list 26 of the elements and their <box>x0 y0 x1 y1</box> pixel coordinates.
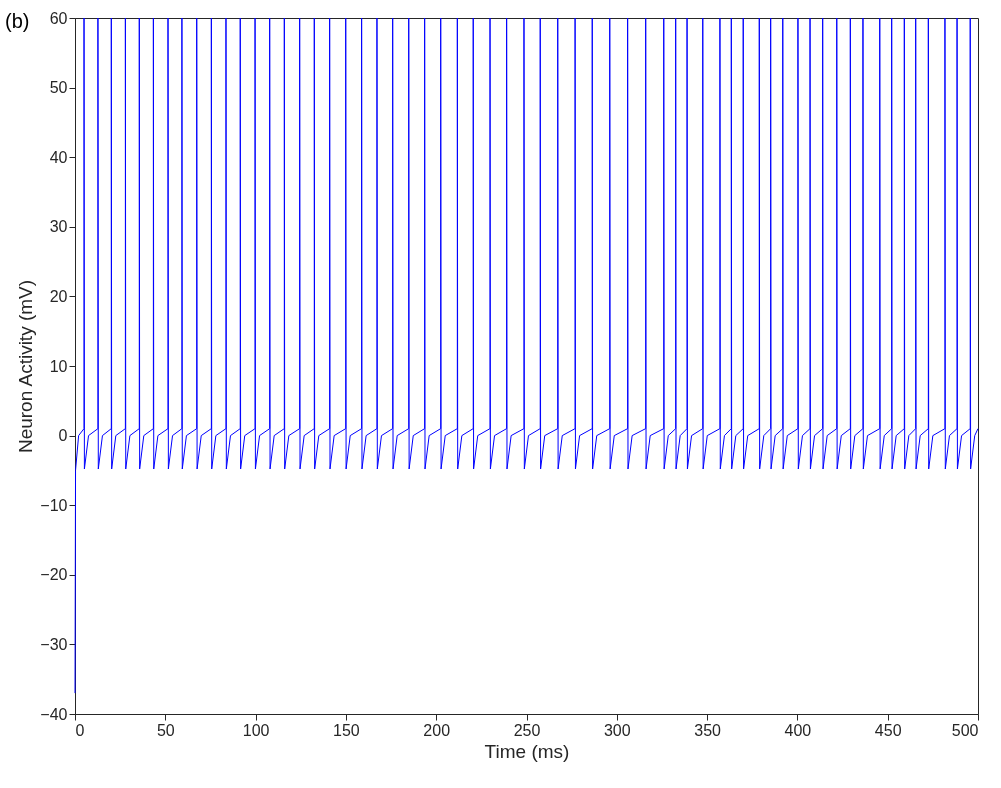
y-tick-label: −40 <box>40 705 68 723</box>
y-tick-label: 0 <box>58 427 68 445</box>
y-tick-label: −10 <box>40 496 68 514</box>
x-axis-title: Time (ms) <box>484 740 570 762</box>
x-tick-label: 450 <box>874 721 902 739</box>
y-tick-label: 40 <box>49 148 68 166</box>
y-axis-title: Neuron Activity (mV) <box>15 279 37 454</box>
x-tick-label: 400 <box>784 721 812 739</box>
x-tick-label: 100 <box>242 721 270 739</box>
y-tick-label: 60 <box>49 9 68 27</box>
x-tick-label: 500 <box>951 721 979 739</box>
y-tick-label: −20 <box>40 566 68 584</box>
y-tick-label: 10 <box>49 357 68 375</box>
x-tick-label: 150 <box>333 721 360 739</box>
y-tick-label: 30 <box>49 218 68 236</box>
y-tick-label: −30 <box>40 635 68 653</box>
line-series <box>74 17 979 694</box>
y-tick-label: 50 <box>49 79 68 97</box>
x-tick-label: 200 <box>423 721 451 739</box>
x-tick-label: 300 <box>603 721 631 739</box>
x-tick-label: 0 <box>75 721 85 739</box>
y-tick-label: 20 <box>49 287 68 305</box>
x-tick-label: 250 <box>513 721 541 739</box>
x-tick-label: 350 <box>694 721 722 739</box>
text: (b) <box>5 10 30 32</box>
x-tick-label: 50 <box>156 721 175 739</box>
